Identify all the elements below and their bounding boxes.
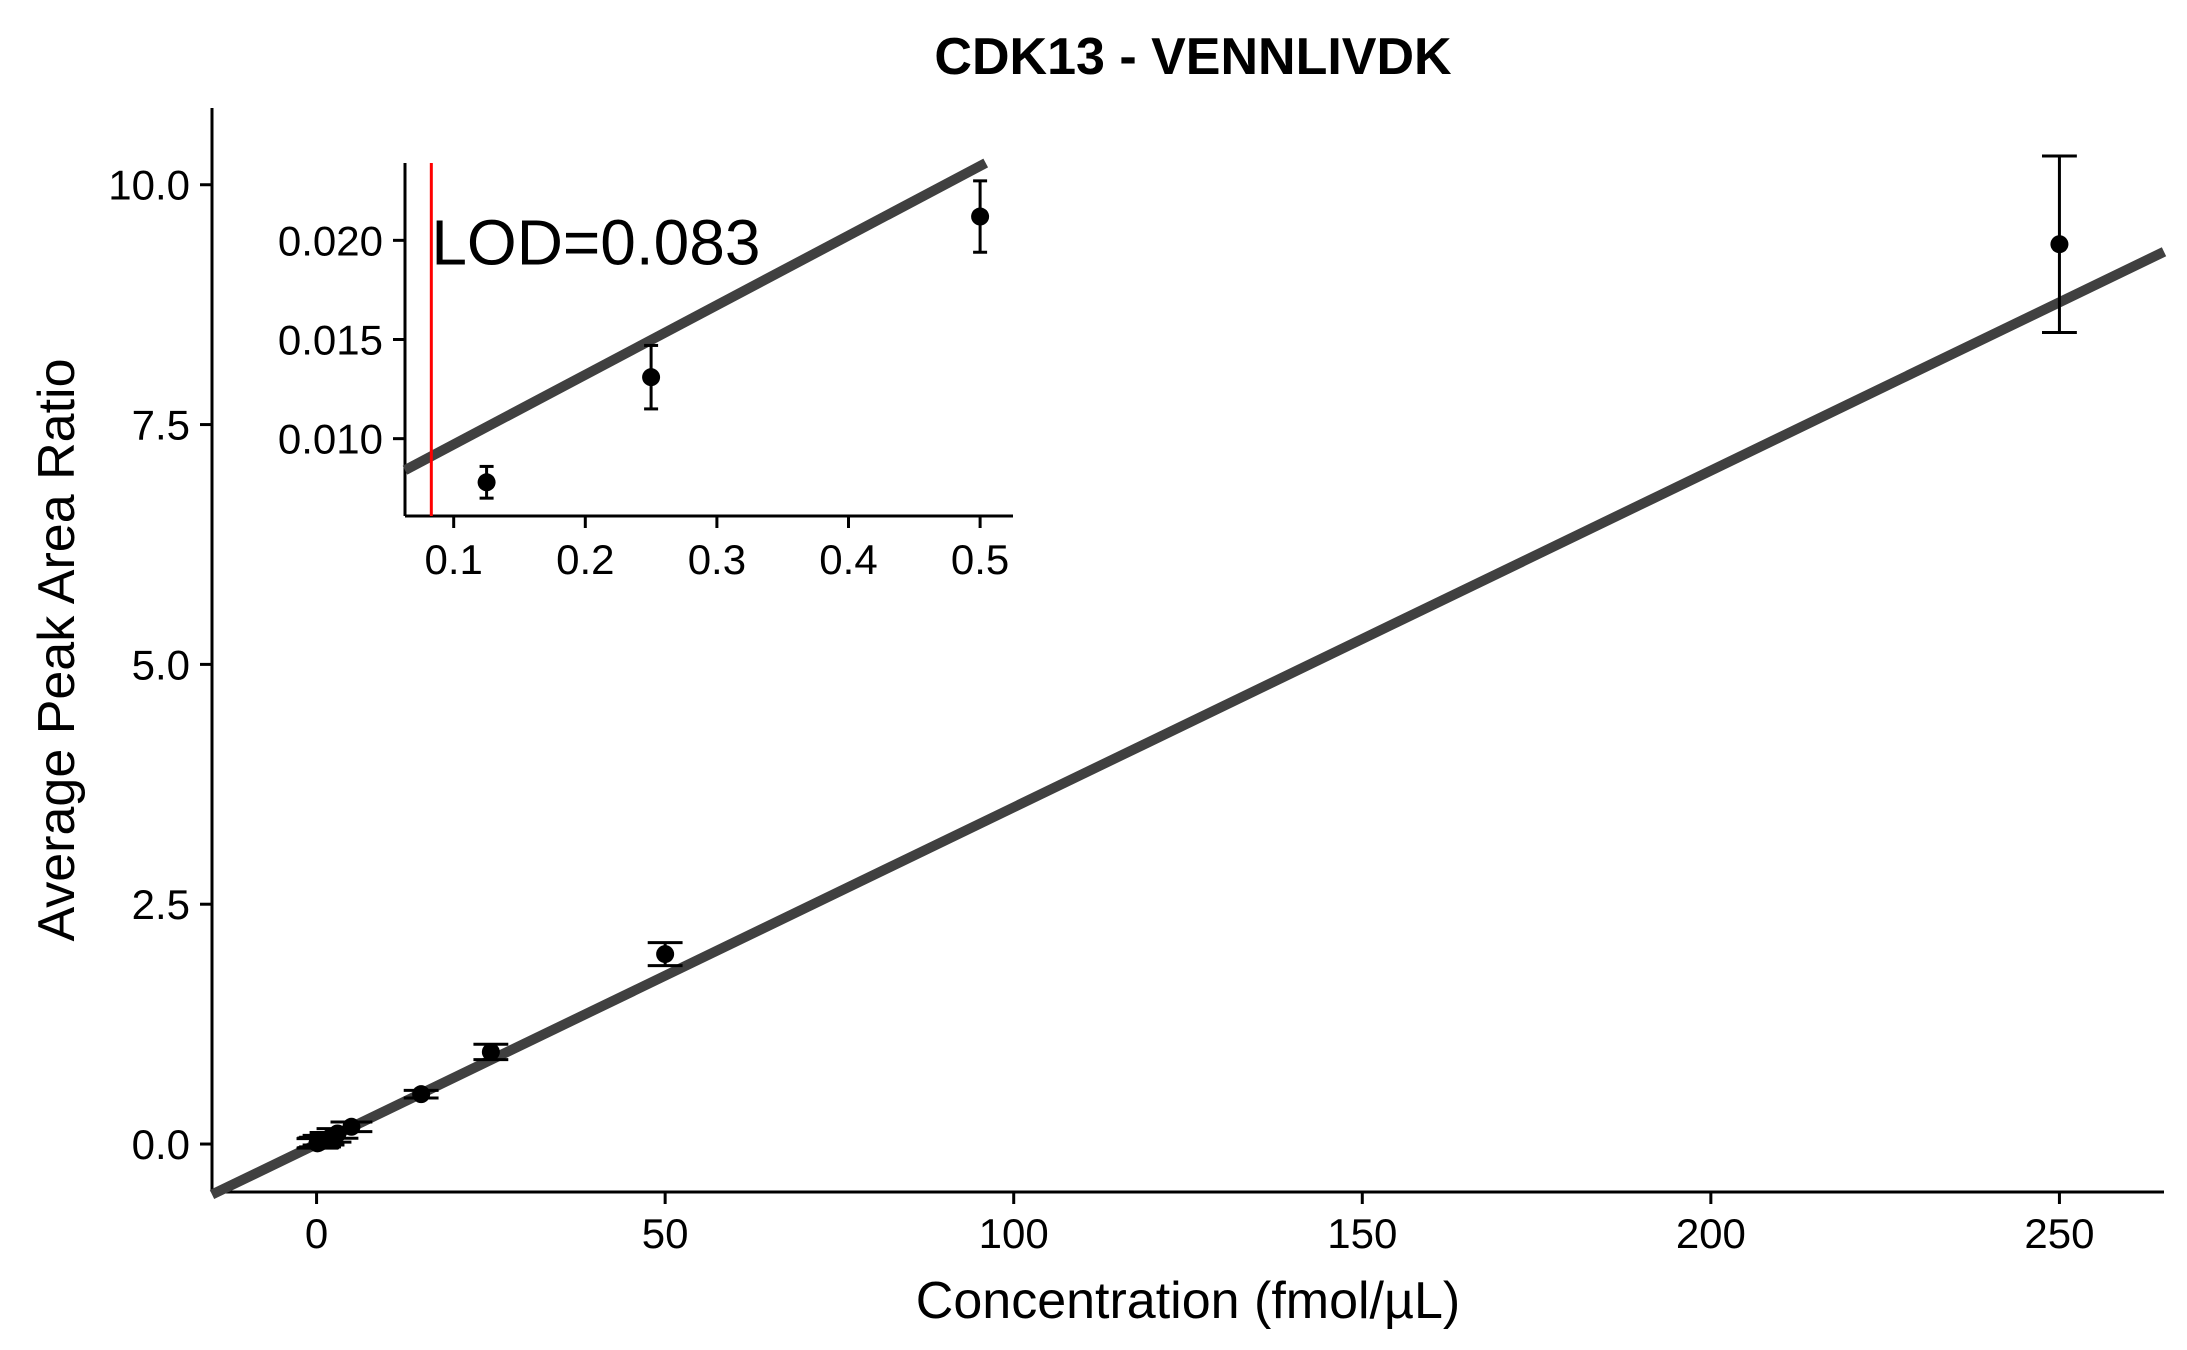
inset-plot: 0.1 0.2 0.3 0.4 0.5 0.010 0.015 0.020 LOD=0.083 — [278, 158, 1013, 583]
inset-fit-line — [402, 158, 989, 475]
inset-x-tick-label: 0.3 — [688, 536, 746, 583]
main-points — [296, 154, 2077, 1153]
lod-label: LOD=0.083 — [431, 206, 760, 278]
point-marker — [2050, 235, 2069, 254]
point-marker — [412, 1085, 431, 1104]
inset-points — [477, 179, 990, 500]
inset-y-tick-label: 0.010 — [278, 416, 383, 463]
y-tick-label: 7.5 — [132, 402, 190, 449]
x-tick-label: 0 — [305, 1210, 328, 1257]
x-tick-label: 150 — [1327, 1210, 1397, 1257]
y-tick-label: 10.0 — [108, 162, 190, 209]
inset-data-point — [971, 179, 990, 254]
y-tick-label: 0.0 — [132, 1121, 190, 1168]
point-marker — [642, 368, 661, 387]
inset-data-point — [642, 343, 661, 411]
point-marker — [477, 473, 496, 492]
y-axis-title: Average Peak Area Ratio — [28, 359, 86, 942]
main-plot: 0 50 100 150 200 250 0.0 2.5 5.0 7.5 10.0 — [108, 108, 2167, 1257]
inset-y-tick-label: 0.015 — [278, 317, 383, 364]
x-tick-label: 250 — [2024, 1210, 2094, 1257]
chart-title: CDK13 - VENNLIVDK — [934, 28, 1452, 86]
inset-x-tick-label: 0.4 — [819, 536, 877, 583]
x-tick-label: 50 — [642, 1210, 689, 1257]
inset-x-tick-label: 0.1 — [424, 536, 482, 583]
x-tick-label: 100 — [979, 1210, 1049, 1257]
data-point — [647, 941, 683, 968]
x-axis-title: Concentration (fmol/µL) — [916, 1272, 1460, 1330]
inset-x-tick-label: 0.5 — [951, 536, 1009, 583]
main-ticks: 0 50 100 150 200 250 0.0 2.5 5.0 7.5 10.0 — [108, 162, 2094, 1257]
data-point — [2042, 154, 2077, 334]
point-marker — [481, 1042, 500, 1061]
point-marker — [656, 945, 675, 964]
inset-data-point — [477, 464, 496, 500]
y-tick-label: 5.0 — [132, 641, 190, 688]
point-marker — [342, 1117, 361, 1136]
point-marker — [971, 207, 990, 226]
inset-y-tick-label: 0.020 — [278, 217, 383, 264]
point-marker — [328, 1124, 347, 1143]
inset-ticks: 0.1 0.2 0.3 0.4 0.5 0.010 0.015 0.020 — [278, 217, 1009, 583]
y-tick-label: 2.5 — [132, 881, 190, 928]
data-point — [403, 1085, 439, 1104]
data-point — [330, 1117, 373, 1136]
inset-x-tick-label: 0.2 — [556, 536, 614, 583]
main-fit-line — [209, 247, 2167, 1200]
data-point — [473, 1042, 509, 1062]
x-tick-label: 200 — [1676, 1210, 1746, 1257]
